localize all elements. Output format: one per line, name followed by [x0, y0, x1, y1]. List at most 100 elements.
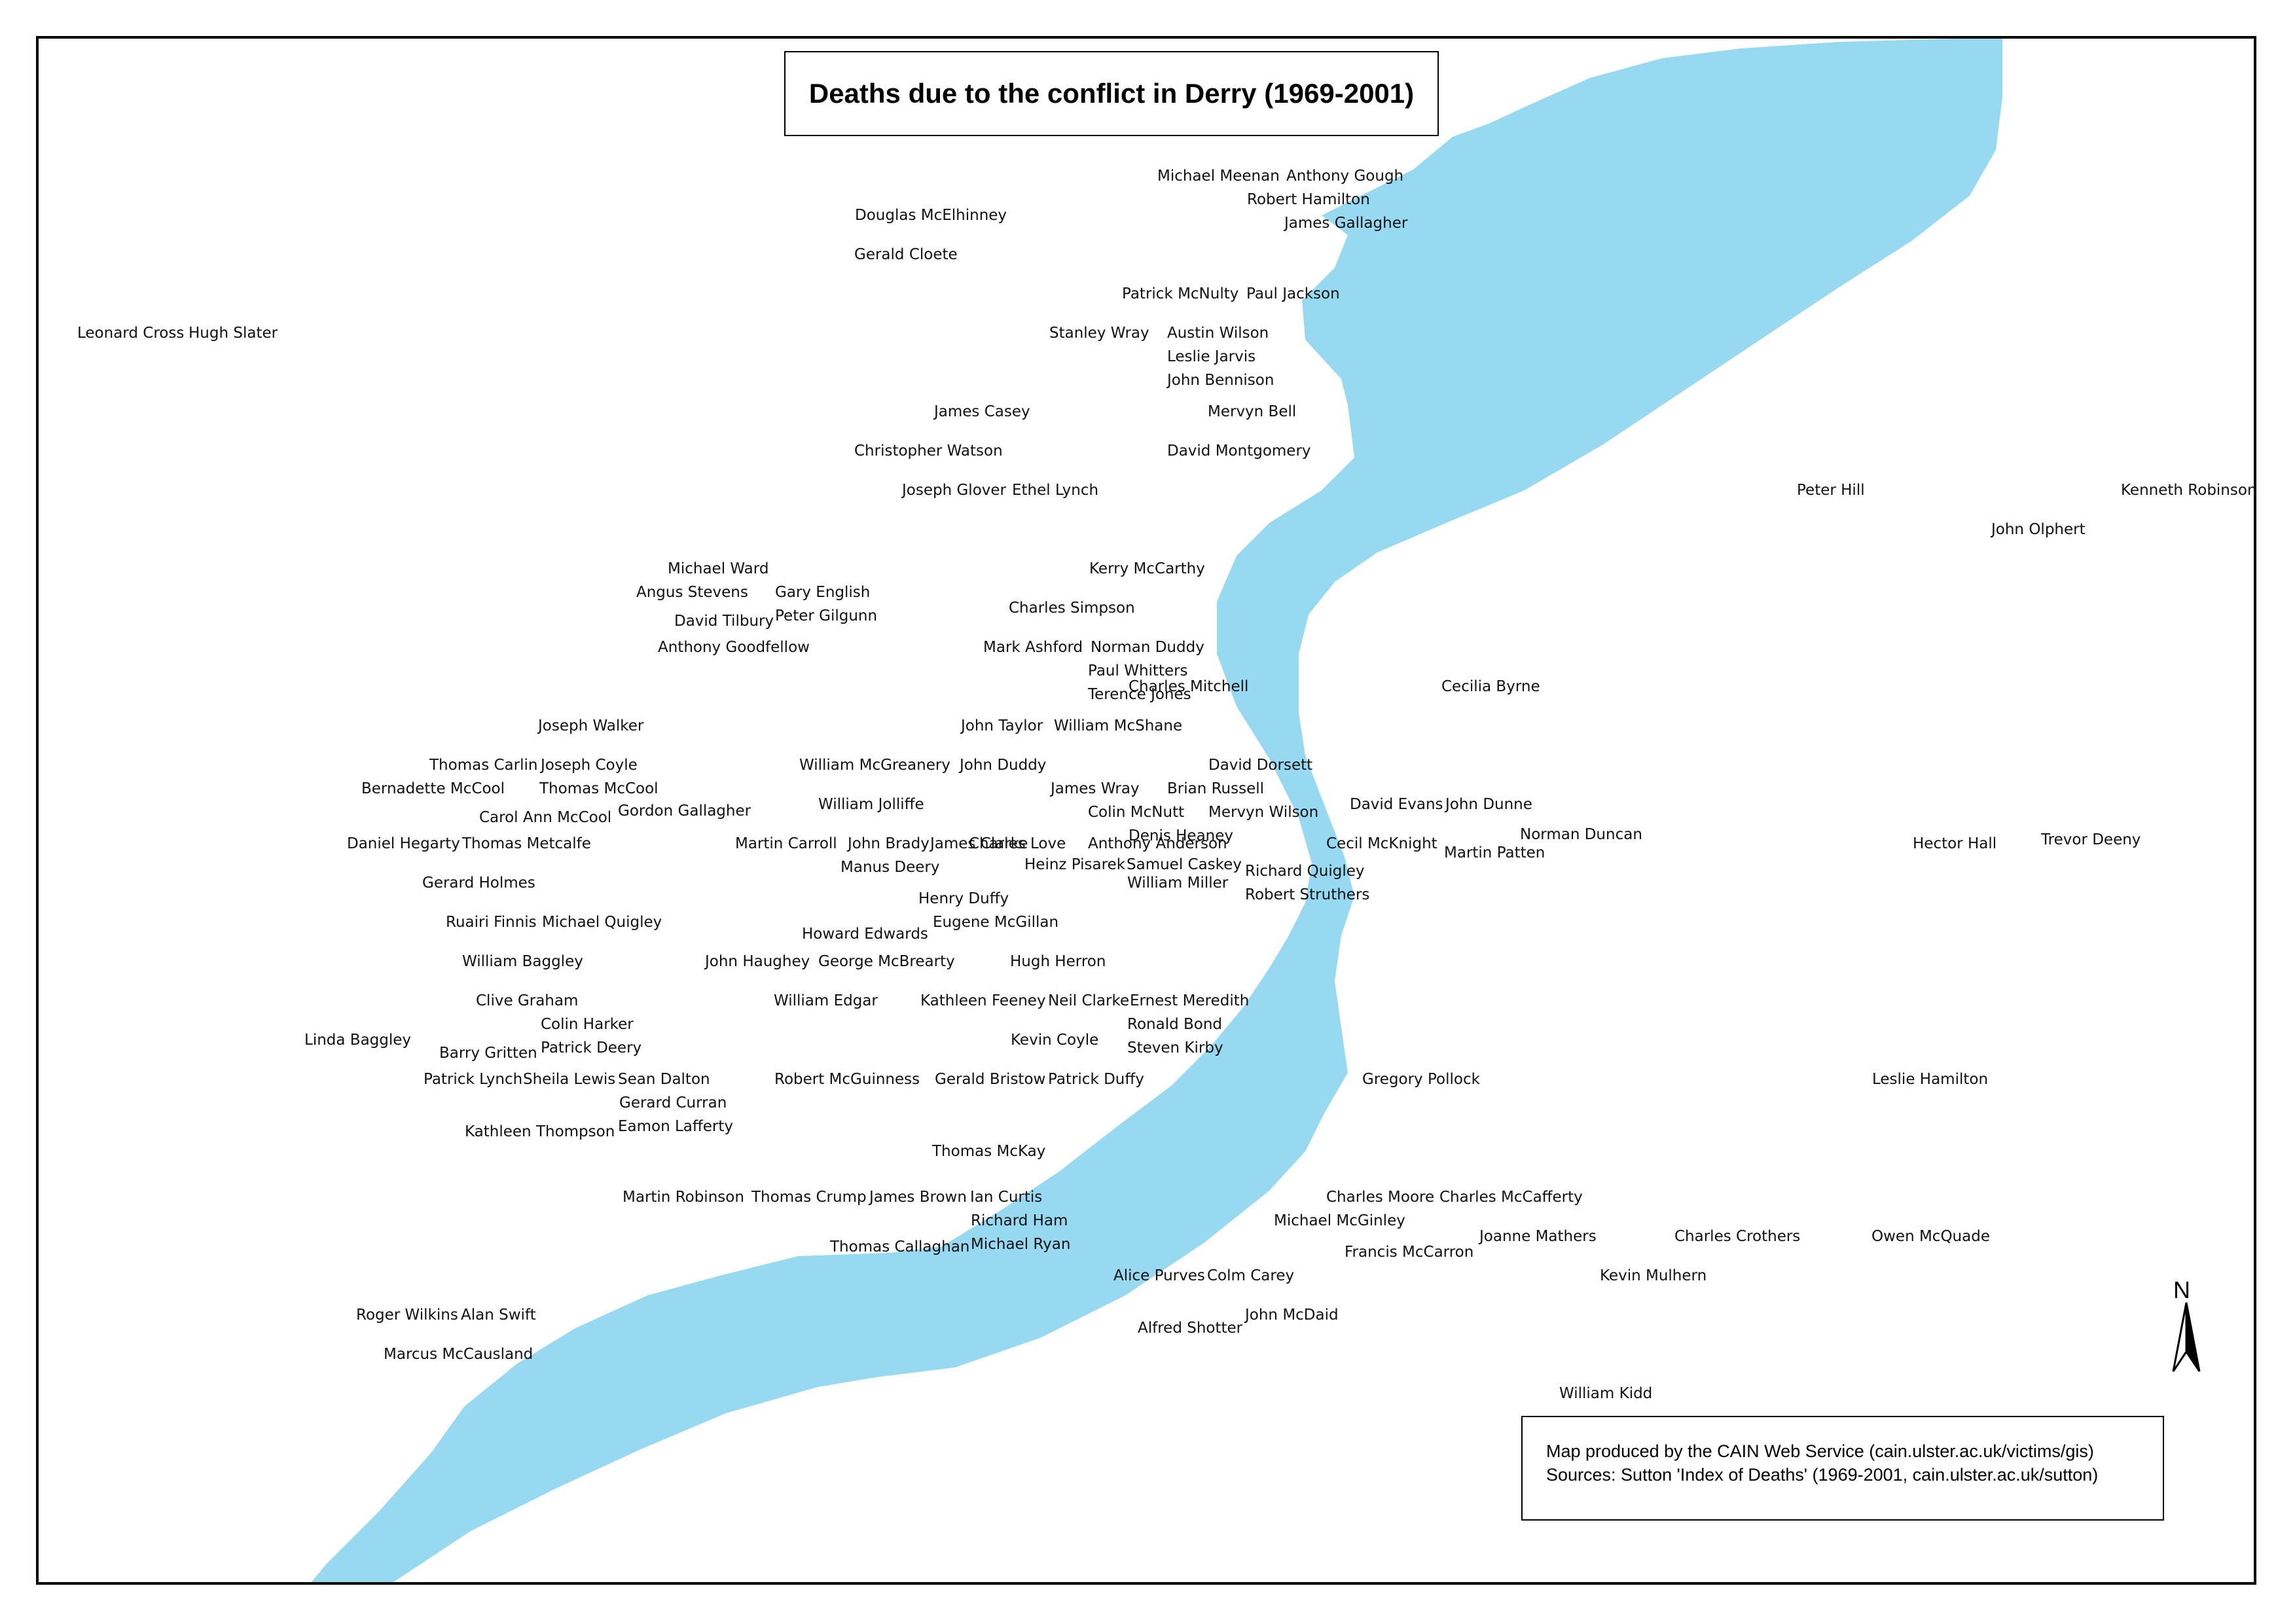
- victim-label: Denis Heaney: [1129, 827, 1234, 844]
- victim-label: Leonard Cross: [77, 325, 185, 342]
- victim-label: Mark Ashford: [983, 639, 1083, 656]
- victim-label: Gerald Cloete: [854, 246, 958, 263]
- victim-label: Martin Patten: [1444, 844, 1545, 861]
- victim-label: Marcus McCausland: [384, 1346, 533, 1363]
- victim-label: Ernest Meredith: [1130, 992, 1250, 1009]
- victim-label: Mervyn Wilson: [1208, 804, 1319, 821]
- north-arrow-icon: [2172, 1302, 2201, 1372]
- victim-label: James Gallagher: [1284, 215, 1408, 232]
- victim-label: John McDaid: [1245, 1307, 1339, 1324]
- victim-label: Richard Quigley: [1245, 863, 1365, 880]
- victim-label: Gerald Bristow: [935, 1071, 1046, 1088]
- victim-label: William Baggley: [462, 953, 583, 970]
- victim-label: Charles Love: [969, 835, 1066, 852]
- victim-label: Michael Quigley: [542, 914, 662, 931]
- credit-box: Map produced by the CAIN Web Service (ca…: [1521, 1416, 2164, 1521]
- victim-label: Austin Wilson: [1167, 325, 1269, 342]
- victim-label: Charles Crothers: [1674, 1228, 1801, 1245]
- victim-label: Anthony Gough: [1286, 168, 1404, 185]
- victim-label: James Wray: [1051, 780, 1140, 797]
- victim-label: Patrick Lynch: [424, 1071, 523, 1088]
- victim-label: Alfred Shotter: [1138, 1320, 1243, 1337]
- victim-label: Eamon Lafferty: [618, 1118, 733, 1135]
- victim-label: Michael McGinley: [1274, 1212, 1405, 1229]
- victim-label: Kerry McCarthy: [1089, 560, 1205, 577]
- victim-label: James Brown: [869, 1189, 967, 1206]
- victim-label: Ronald Bond: [1127, 1016, 1223, 1033]
- victim-label: Michael Meenan: [1157, 168, 1280, 185]
- map-title: Deaths due to the conflict in Derry (196…: [784, 51, 1439, 136]
- victim-label: John Brady: [848, 835, 930, 852]
- victim-label: Thomas Metcalfe: [462, 835, 591, 852]
- victim-label: Steven Kirby: [1127, 1039, 1223, 1056]
- victim-label: John Haughey: [705, 953, 810, 970]
- victim-label: Thomas McCool: [539, 780, 659, 797]
- victim-label: Joseph Coyle: [541, 757, 638, 774]
- victim-label: Kenneth Robinson: [2121, 482, 2257, 499]
- river-shape: [311, 39, 2002, 1582]
- victim-label: Leslie Hamilton: [1872, 1071, 1989, 1088]
- victim-label: David Montgomery: [1167, 442, 1311, 460]
- victim-label: Cecilia Byrne: [1441, 678, 1540, 695]
- victim-label: Bernadette McCool: [361, 780, 505, 797]
- victim-label: Paul Jackson: [1246, 285, 1340, 302]
- victim-label: Clive Graham: [476, 992, 579, 1009]
- victim-label: Norman Duncan: [1520, 826, 1642, 843]
- victim-label: Alice Purves: [1113, 1267, 1205, 1284]
- victim-label: Robert Hamilton: [1247, 191, 1370, 208]
- victim-label: Joanne Mathers: [1479, 1228, 1597, 1245]
- victim-label: Heinz Pisarek: [1024, 856, 1126, 873]
- victim-label: Terence Jones: [1088, 686, 1191, 703]
- victim-label: Daniel Hegarty: [347, 835, 460, 852]
- victim-label: Gordon Gallagher: [618, 803, 751, 820]
- victim-label: Owen McQuade: [1871, 1228, 1990, 1245]
- victim-label: James Casey: [934, 403, 1030, 420]
- victim-label: Francis McCarron: [1345, 1244, 1474, 1261]
- victim-label: Peter Gilgunn: [775, 607, 878, 624]
- victim-label: Mervyn Bell: [1208, 403, 1297, 420]
- victim-label: Linda Baggley: [304, 1032, 412, 1049]
- victim-label: Manus Deery: [840, 859, 940, 876]
- victim-label: Leslie Jarvis: [1167, 348, 1256, 365]
- victim-label: Thomas Crump: [751, 1189, 867, 1206]
- credit-line-1: Map produced by the CAIN Web Service (ca…: [1546, 1441, 2094, 1461]
- victim-label: Gary English: [775, 584, 871, 601]
- victim-label: Hugh Herron: [1010, 953, 1106, 970]
- victim-label: Richard Ham: [971, 1212, 1068, 1229]
- victim-label: Eugene McGillan: [933, 914, 1059, 931]
- victim-label: William McGreanery: [799, 757, 950, 774]
- victim-label: John Bennison: [1167, 372, 1274, 389]
- victim-label: David Dorsett: [1208, 757, 1313, 774]
- victim-label: William Edgar: [774, 992, 878, 1009]
- victim-label: John Olphert: [1991, 521, 2086, 538]
- victim-label: David Evans: [1350, 796, 1443, 813]
- victim-label: James Clarke: [930, 835, 1028, 852]
- victim-label: Charles Simpson: [1009, 600, 1135, 617]
- victim-label: Carol Ann McCool: [479, 809, 612, 826]
- victim-label: Thomas McKay: [932, 1143, 1046, 1160]
- victim-label: Patrick Deery: [541, 1039, 642, 1056]
- victim-label: Hector Hall: [1913, 835, 1997, 852]
- victim-label: Cecil McKnight: [1326, 835, 1437, 852]
- victim-label: Roger Wilkins: [356, 1307, 458, 1324]
- victim-label: Martin Robinson: [623, 1189, 744, 1206]
- victim-label: Thomas Carlin: [429, 757, 538, 774]
- map-frame: [36, 36, 2256, 1585]
- victim-label: Robert McGuinness: [774, 1071, 920, 1088]
- victim-label: William McShane: [1054, 717, 1183, 734]
- victim-label: Sheila Lewis: [523, 1071, 616, 1088]
- victim-label: Brian Russell: [1167, 780, 1265, 797]
- victim-label: Patrick McNulty: [1122, 285, 1239, 302]
- victim-label: John Duddy: [960, 757, 1047, 774]
- victim-label: Martin Carroll: [735, 835, 837, 852]
- victim-label: William Miller: [1127, 875, 1229, 892]
- victim-label: John Taylor: [961, 717, 1043, 734]
- victim-label: Sean Dalton: [618, 1071, 710, 1088]
- victim-label: George McBrearty: [818, 953, 955, 970]
- victim-label: Colin McNutt: [1088, 804, 1185, 821]
- victim-label: Peter Hill: [1797, 482, 1865, 499]
- victim-label: Kathleen Thompson: [465, 1123, 615, 1140]
- victim-label: Anthony Anderson: [1088, 835, 1227, 852]
- victim-label: Norman Duddy: [1091, 639, 1204, 656]
